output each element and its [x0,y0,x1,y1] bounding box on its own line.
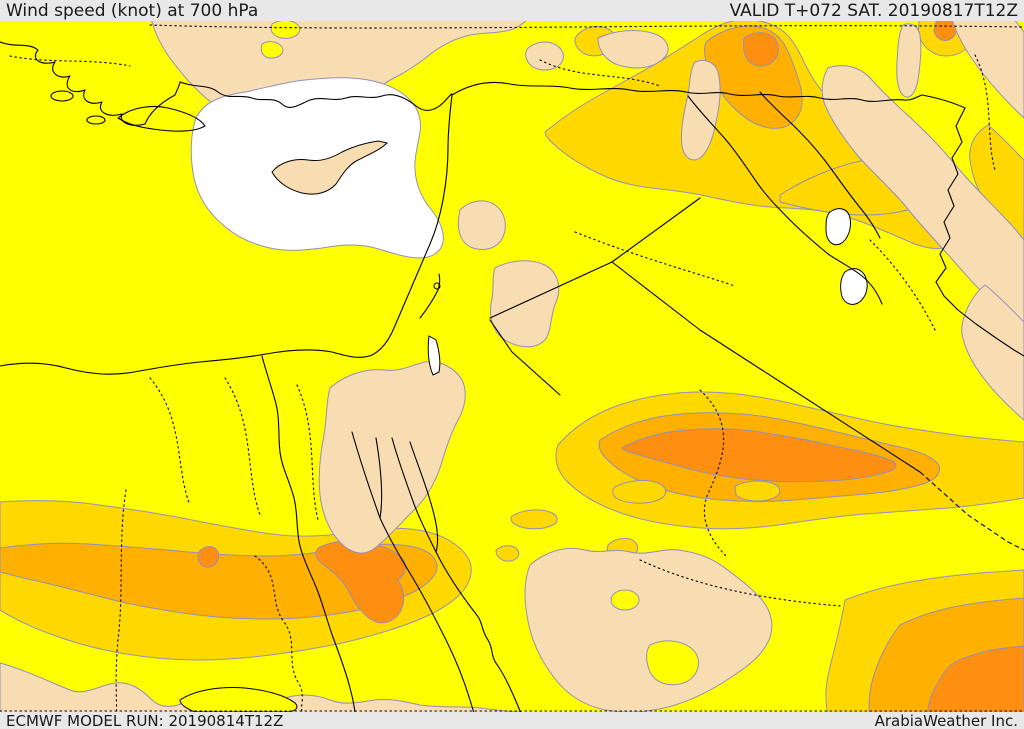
red-sea-west-coast [379,517,478,729]
island-cyprus [271,140,388,195]
yellow-hole-saudi-1 [610,589,640,611]
island-rhodes [117,105,206,132]
calm-patch-top-2 [597,30,669,69]
coast-south-turkey-and-syria-border [179,81,966,111]
yellow-hole-turkey-2 [260,41,284,59]
dotted-iran-1 [974,54,996,171]
coast-levant [331,94,453,358]
valid-time-label: VALID T+072 SAT. 20190817T12Z [729,0,1018,21]
dotted-lines [0,24,1024,729]
calm-patch-top-1 [525,41,564,71]
border-iraq-iran [935,107,1024,357]
lake-zagros [840,268,868,305]
calm-region-sinai-negev [318,361,466,554]
border-jordan-river [419,273,441,319]
island-small-2 [86,115,106,125]
yellow-blob-bottom [179,687,298,713]
calm-strip-euphrates-west [681,59,721,161]
map-title: Wind speed (knot) at 700 hPa [6,0,259,21]
wind-cell-gold-2 [495,545,520,562]
dotted-turkey-east [539,59,661,87]
river-tigris [759,91,881,239]
dotted-egypt-1 [149,377,191,506]
river-nile [261,355,357,729]
dotted-zagros [869,239,936,331]
geography-lines [0,41,1024,729]
border-jordan-iraq [489,261,613,319]
red-sea-east-coast [435,551,527,729]
island-small-1 [50,90,74,102]
dotted-nile-valley [254,555,303,713]
credit-label: ArabiaWeather Inc. [874,711,1018,729]
dotted-egypt-libya-border [115,489,127,729]
calm-strip-vertical-ne [896,23,922,98]
river-shatt-al-arab [827,253,883,305]
calm-region-north-saudi [524,547,773,713]
dashed-saudi-iraq-neutral [919,471,1024,551]
calm-region-jordan-highlands [490,260,560,348]
model-run-label: ECMWF MODEL RUN: 20190814T12Z [6,711,284,729]
yellow-hole-saudi-2 [646,640,699,686]
dotted-saudi-2 [639,559,841,607]
wind-core-deep-central-jet [621,428,897,483]
calm-white-regions [190,77,868,376]
wind-core-deep-egypt-small [197,546,220,568]
dotted-top [149,24,1024,29]
calm-region-levant-coastal [457,200,506,251]
coast-egypt [0,349,333,375]
header-bar: Wind speed (knot) at 700 hPa VALID T+072… [0,0,1024,21]
dotted-aegean [9,55,131,67]
dotted-syria-desert [574,231,736,287]
lake-urmia [825,208,851,246]
dead-sea [427,335,441,376]
wind-cell-gold-5 [734,480,781,502]
wind-cell-gold-1 [510,509,558,530]
border-jordan-saudi [489,319,561,396]
border-iraq-saudi [611,261,921,473]
coast-aegean-turkey [0,41,181,126]
calm-region-iran-rightedge [961,284,1024,421]
wind-core-deep-north-iraq [743,32,779,67]
dotted-saudi-1 [699,389,727,557]
dotted-egypt-3 [296,384,319,521]
yellow-hole-turkey-1 [270,19,301,39]
dotted-egypt-2 [224,377,261,516]
river-euphrates [687,95,829,255]
wind-cell-gold-4 [612,479,667,504]
footer-bar: ECMWF MODEL RUN: 20190814T12Z ArabiaWeat… [0,712,1024,729]
